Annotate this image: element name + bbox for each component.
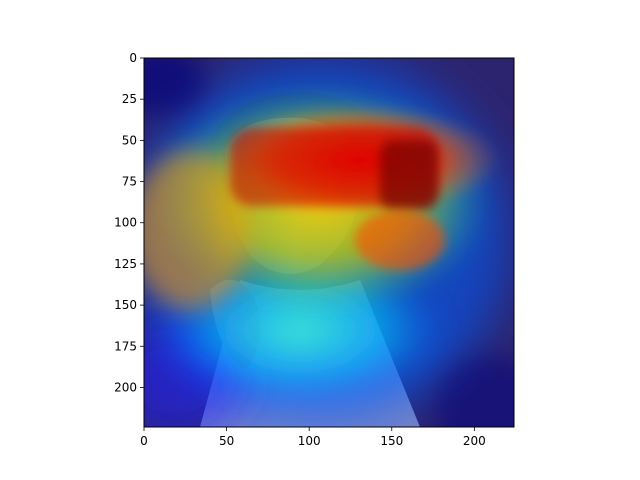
- x-tick-label: 100: [298, 434, 321, 448]
- x-tick-label: 150: [380, 434, 403, 448]
- y-axis: 0 25 50 75 100 125 150 175 200: [114, 51, 144, 394]
- y-tick-label: 0: [129, 51, 137, 65]
- x-tick-label: 50: [219, 434, 234, 448]
- y-tick-label: 75: [122, 175, 137, 189]
- plot-area: [144, 58, 514, 427]
- y-tick-label: 175: [114, 339, 137, 353]
- y-tick-label: 25: [122, 92, 137, 106]
- y-tick-label: 125: [114, 257, 137, 271]
- activation-overlay: [144, 58, 514, 427]
- x-tick-label: 200: [463, 434, 486, 448]
- x-tick-label: 0: [140, 434, 148, 448]
- axes-frame: [143, 57, 515, 428]
- y-tick-label: 50: [122, 133, 137, 147]
- y-tick-label: 100: [114, 216, 137, 230]
- y-tick-label: 200: [114, 380, 137, 394]
- x-axis: 0 50 100 150 200: [140, 427, 486, 448]
- y-tick-label: 150: [114, 298, 137, 312]
